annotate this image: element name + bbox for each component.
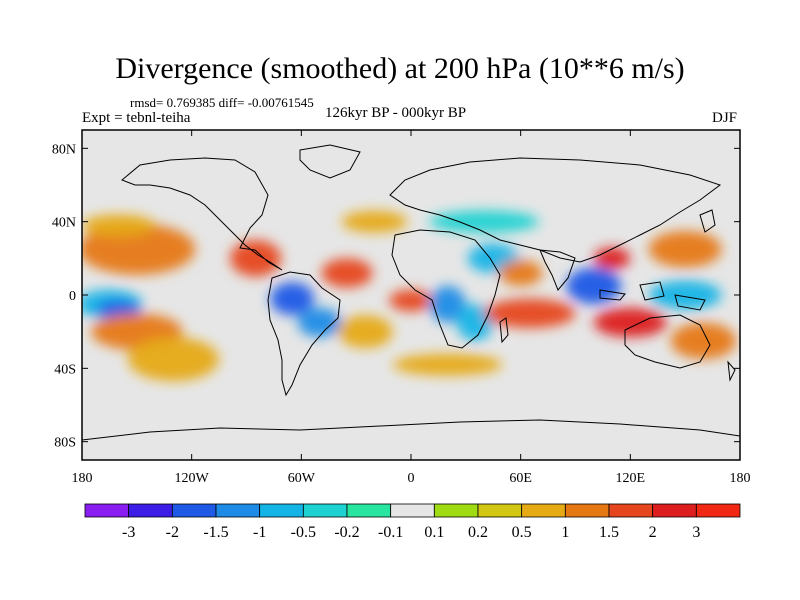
colorbar-swatch-9 — [477, 503, 523, 518]
colorbar-label-12: 2 — [649, 524, 657, 541]
colorbar-label-9: 0.5 — [512, 524, 532, 541]
field-anomaly-21 — [648, 280, 722, 310]
field-anomaly-0 — [82, 223, 196, 275]
y-tick-label-2: 0 — [69, 289, 76, 304]
colorbar-label-3: -1 — [253, 524, 266, 541]
colorbar-label-11: 1.5 — [599, 524, 619, 541]
field-anomaly-9 — [321, 258, 373, 288]
y-tick-label-0: 80N — [52, 142, 76, 157]
colorbar-swatch-4 — [259, 503, 304, 518]
colorbar-label-0: -3 — [122, 524, 135, 541]
field-anomaly-17 — [566, 267, 622, 305]
colorbar-label-8: 0.2 — [468, 524, 488, 541]
colorbar-swatch-14 — [695, 503, 741, 518]
field-anomaly-12 — [429, 285, 466, 323]
colorbar-label-7: 0.1 — [424, 524, 444, 541]
field-anomaly-7 — [270, 282, 315, 316]
y-axis: 80N 40N 0 40S 80S — [52, 142, 740, 451]
period-label: 126kyr BP - 000kyr BP — [325, 105, 467, 121]
chart-title: Divergence (smoothed) at 200 hPa (10**6 … — [115, 52, 685, 85]
x-tick-label-5: 120E — [616, 471, 646, 486]
colorbar-swatch-5 — [302, 503, 348, 518]
season-label: DJF — [712, 110, 738, 126]
x-tick-label-0: 180 — [72, 471, 93, 486]
colorbar-label-13: 3 — [692, 524, 700, 541]
coastlines — [82, 144, 740, 441]
colorbar-label-4: -0.5 — [291, 524, 316, 541]
field-anomaly-1 — [82, 214, 156, 237]
x-tick-label-6: 180 — [730, 471, 751, 486]
x-tick-label-4: 60E — [509, 471, 532, 486]
field-layer — [82, 210, 737, 382]
colorbar-swatch-10 — [521, 503, 566, 518]
field-anomaly-22 — [670, 322, 737, 360]
x-axis: 180 120W 60W 0 60E 120E 180 — [72, 130, 751, 486]
field-anomaly-25 — [392, 353, 503, 376]
colorbar: -3 -2 -1.5 -1 -0.5 -0.2 -0.1 0.1 0.2 0.5 1 1.5 2 3 — [84, 503, 741, 541]
field-anomaly-19 — [593, 307, 667, 338]
field-anomaly-16 — [484, 298, 576, 329]
colorbar-swatch-1 — [128, 503, 173, 518]
colorbar-label-1: -2 — [166, 524, 179, 541]
field-anomaly-18 — [593, 247, 631, 270]
y-tick-label-3: 40S — [54, 362, 76, 377]
field-anomaly-23 — [341, 210, 408, 233]
field-anomaly-6 — [230, 240, 282, 277]
field-anomaly-20 — [648, 230, 722, 268]
x-tick-label-3: 0 — [408, 471, 415, 486]
colorbar-swatch-0 — [84, 503, 130, 518]
field-anomaly-24 — [429, 210, 539, 233]
colorbar-label-2: -1.5 — [203, 524, 228, 541]
colorbar-swatch-6 — [346, 503, 392, 518]
y-tick-label-4: 80S — [54, 436, 76, 451]
colorbar-label-5: -0.2 — [334, 524, 359, 541]
x-tick-label-2: 60W — [288, 471, 316, 486]
colorbar-label-6: -0.1 — [378, 524, 403, 541]
field-anomaly-10 — [337, 315, 393, 349]
colorbar-swatch-8 — [433, 503, 479, 518]
stats-label: rmsd= 0.769385 diff= -0.00761545 — [130, 95, 314, 110]
colorbar-swatch-3 — [215, 503, 261, 518]
x-tick-label-1: 120W — [175, 471, 210, 486]
y-tick-label-1: 40N — [52, 216, 76, 231]
experiment-label: Expt = tebnl-teiha — [82, 110, 191, 126]
colorbar-label-10: 1 — [561, 524, 569, 541]
field-anomaly-11 — [389, 289, 433, 312]
colorbar-swatch-13 — [652, 503, 697, 518]
colorbar-swatch-2 — [171, 503, 217, 518]
field-anomaly-15 — [498, 260, 543, 286]
field-anomaly-8 — [297, 307, 342, 338]
colorbar-swatch-7 — [390, 503, 435, 518]
colorbar-swatch-11 — [564, 503, 610, 518]
field-anomaly-5 — [127, 337, 220, 382]
colorbar-swatch-12 — [608, 503, 654, 518]
